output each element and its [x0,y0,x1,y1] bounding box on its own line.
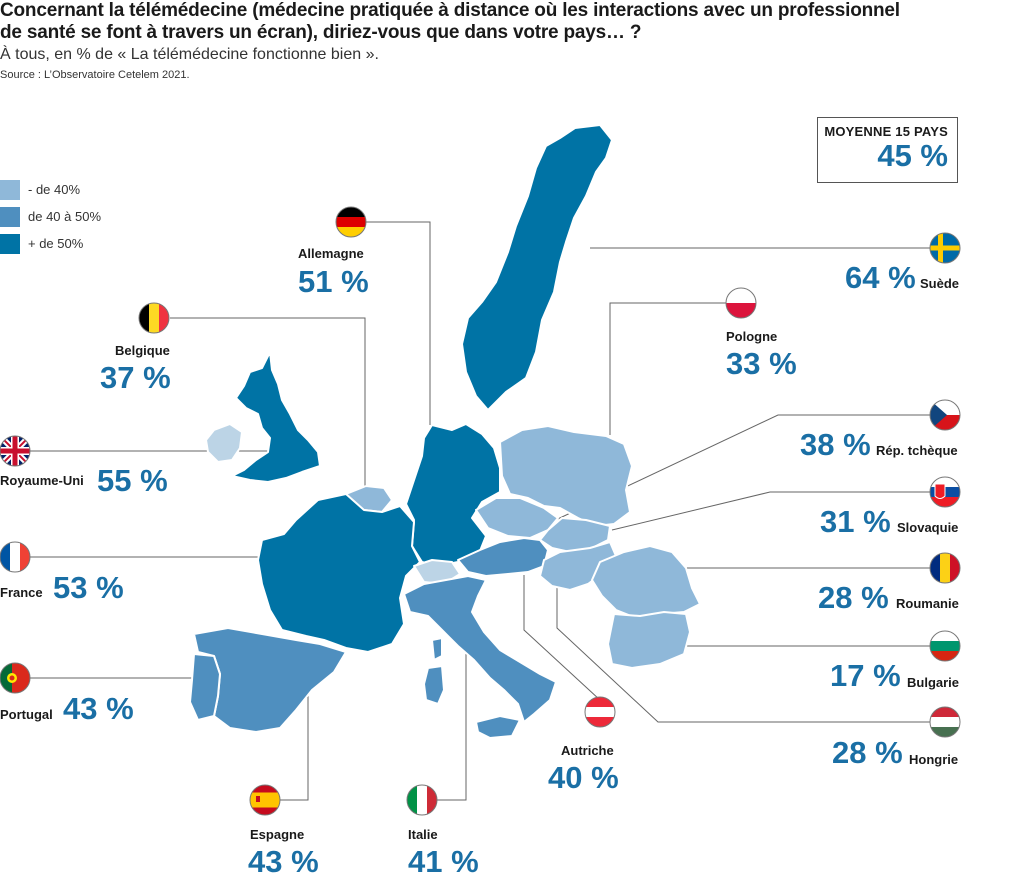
label-czech: Rép. tchèque [876,443,958,458]
value-portugal: 43 % [63,691,134,726]
label-bulgaria: Bulgarie [907,675,960,690]
flag-austria [584,696,616,728]
value-france: 53 % [53,570,124,605]
value-belgium: 37 % [100,360,171,395]
flag-spain [249,784,281,816]
label-slovakia: Slovaquie [897,520,959,535]
legend-swatch-mid [0,206,20,227]
country-bulgaria [607,611,691,669]
legend-swatch-low [0,179,20,200]
flag-bulgaria [929,630,961,662]
country-romania [591,545,701,619]
label-italy: Italie [408,827,438,842]
flag-hungary [929,706,961,738]
label-uk: Royaume-Uni [0,473,84,488]
legend: - de 40% de 40 à 50% + de 50% [0,176,101,257]
value-hungary: 28 % [832,735,903,770]
label-germany: Allemagne [298,246,364,261]
flag-slovakia [929,476,961,508]
label-sweden: Suède [920,276,960,291]
value-slovakia: 31 % [820,504,891,539]
value-czech: 38 % [800,427,871,462]
value-italy: 41 % [408,844,479,879]
legend-item-high: + de 50% [0,230,101,257]
value-poland: 33 % [726,346,797,381]
source-note: Source : L’Observatoire Cetelem 2021. [0,69,190,81]
title-line-2: de santé se font à travers un écran), di… [0,22,642,43]
legend-item-low: - de 40% [0,176,101,203]
country-switzerland [413,559,461,585]
label-romania: Roumanie [896,596,959,611]
country-uk [231,351,321,483]
country-ireland [205,423,243,463]
flag-italy [406,784,438,816]
legend-label-mid: de 40 à 50% [28,209,102,224]
leader-hungary [556,575,930,723]
title-line-1: Concernant la télémédecine (médecine pra… [0,0,900,21]
country-shapes [189,124,701,739]
subtitle: À tous, en % de « La télémédecine foncti… [0,46,379,63]
label-portugal: Portugal [0,707,53,722]
flag-portugal [0,662,31,694]
leader-belgium [170,317,366,490]
flag-romania [929,552,961,584]
average-label: MOYENNE 15 PAYS [824,124,948,139]
label-austria: Autriche [561,743,614,758]
leader-germany [366,221,431,425]
average-value: 45 % [877,138,948,173]
average-box: MOYENNE 15 PAYS 45 % [817,117,958,183]
country-sweden [461,124,613,411]
legend-label-low: - de 40% [28,182,81,197]
value-sweden: 64 % [845,260,916,295]
country-portugal [189,653,221,721]
leader-slovakia [611,491,930,531]
country-sicily [475,715,521,739]
country-poland [499,425,633,527]
leader-poland [609,302,726,435]
country-germany [405,423,501,567]
value-romania: 28 % [818,580,889,615]
label-france: France [0,585,43,600]
country-corsica [431,637,443,661]
value-uk: 55 % [97,463,168,498]
flag-sweden [929,232,961,264]
value-austria: 40 % [548,760,619,795]
flag-france [0,541,31,573]
country-czech [475,497,559,539]
flag-poland [725,287,757,319]
country-sardinia [423,665,445,705]
leader-spain [280,690,309,801]
legend-item-mid: de 40 à 50% [0,203,101,230]
label-spain: Espagne [250,827,305,842]
country-france [257,493,421,653]
value-bulgaria: 17 % [830,658,901,693]
flag-germany [335,206,367,238]
flag-belgium [138,302,170,334]
value-germany: 51 % [298,264,369,299]
flag-czech [929,399,961,431]
chart-title: Concernant la télémédecine (médecine pra… [0,0,1000,44]
label-belgium: Belgique [115,343,170,358]
value-spain: 43 % [248,844,319,879]
legend-label-high: + de 50% [28,236,84,251]
country-italy [403,575,557,723]
flag-uk [0,435,31,467]
label-poland: Pologne [726,329,778,344]
label-hungary: Hongrie [909,752,959,767]
leader-italy [437,645,467,801]
legend-swatch-high [0,233,20,254]
leader-austria [523,575,601,701]
